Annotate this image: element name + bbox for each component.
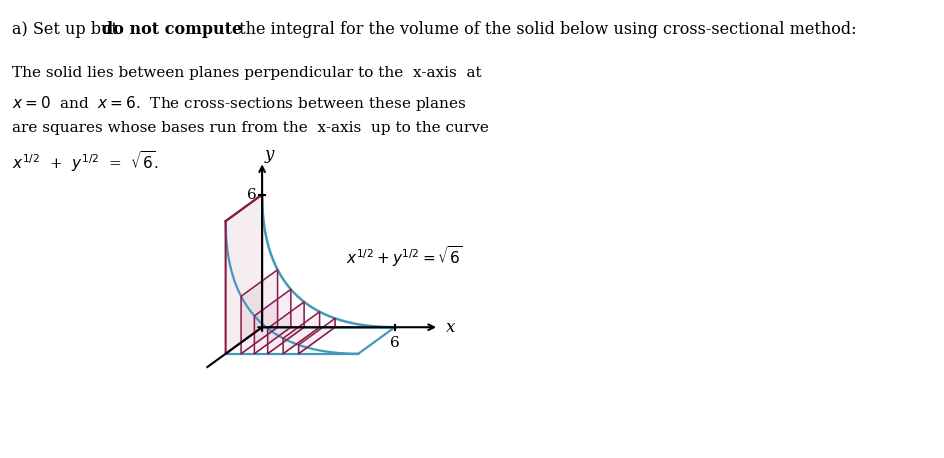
Text: The solid lies between planes perpendicular to the  x-axis  at: The solid lies between planes perpendicu… xyxy=(12,66,481,81)
Text: x: x xyxy=(446,319,454,336)
Polygon shape xyxy=(298,318,335,354)
Polygon shape xyxy=(267,302,304,354)
Text: y: y xyxy=(264,146,274,163)
Text: $x^{1/2} + y^{1/2} = \sqrt{6}$: $x^{1/2} + y^{1/2} = \sqrt{6}$ xyxy=(346,244,463,269)
Text: $x = 0$  and  $x = 6$.  The cross-sections between these planes: $x = 0$ and $x = 6$. The cross-sections … xyxy=(12,94,466,113)
Text: $x^{1/2}$  +  $y^{1/2}$  =  $\sqrt{6}$.: $x^{1/2}$ + $y^{1/2}$ = $\sqrt{6}$. xyxy=(12,149,160,174)
Text: the integral for the volume of the solid below using cross-sectional method:: the integral for the volume of the solid… xyxy=(234,21,856,38)
Polygon shape xyxy=(254,289,291,354)
Text: are squares whose bases run from the  x-axis  up to the curve: are squares whose bases run from the x-a… xyxy=(12,121,489,136)
Polygon shape xyxy=(241,270,278,354)
Text: do not compute: do not compute xyxy=(102,21,242,38)
Text: a) Set up but: a) Set up but xyxy=(12,21,123,38)
Text: 6: 6 xyxy=(390,336,399,350)
Polygon shape xyxy=(226,195,261,354)
Polygon shape xyxy=(283,312,319,354)
Text: 6: 6 xyxy=(246,188,257,202)
